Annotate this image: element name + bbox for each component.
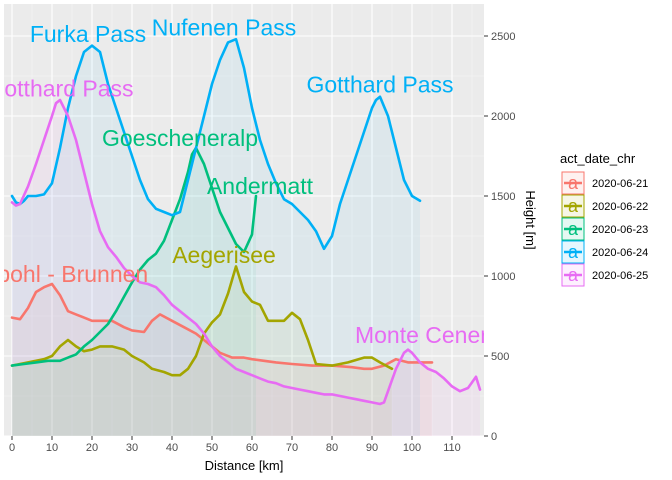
x-tick-label: 60 xyxy=(246,442,258,454)
x-tick-label: 40 xyxy=(166,442,178,454)
legend-key-glyph: a xyxy=(568,242,579,262)
legend-key-glyph: a xyxy=(568,196,579,216)
legend-label: 2020-06-25 xyxy=(592,270,648,282)
y-axis-title: Height [m] xyxy=(523,190,538,249)
annotation-gotthard-pass: Gotthard Pass xyxy=(0,75,134,101)
line-2020-06-23 xyxy=(10,146,258,367)
annotation-monte-ceneri: Monte Ceneri xyxy=(355,322,493,348)
area-2020-06-24 xyxy=(12,39,420,436)
x-tick-label: 70 xyxy=(286,442,298,454)
annotation-ingenbohl-brunnen: Ingenbohl - Brunnen xyxy=(0,261,148,287)
x-tick-label: 30 xyxy=(126,442,138,454)
legend-key-glyph: a xyxy=(568,265,579,285)
annotation-gotthard-pass: Gotthard Pass xyxy=(306,71,453,97)
series-lines xyxy=(10,37,482,406)
y-tick-label: 500 xyxy=(491,351,509,363)
legend-item: a 2020-06-25 xyxy=(561,263,648,287)
area-2020-06-22 xyxy=(12,266,392,436)
x-tick-label: 80 xyxy=(326,442,338,454)
annotation-andermatt: Andermatt xyxy=(207,173,314,199)
y-tick-label: 2500 xyxy=(491,31,515,43)
legend-key-glyph: a xyxy=(568,173,579,193)
line-2020-06-25 xyxy=(10,98,482,406)
legend-label: 2020-06-22 xyxy=(592,201,648,213)
y-axis: 0 500 1000 1500 2000 2500 xyxy=(484,31,515,443)
x-tick-label: 10 xyxy=(46,442,58,454)
minor-gridlines xyxy=(4,4,484,436)
legend-item: a 2020-06-23 xyxy=(561,217,648,241)
x-tick-label: 100 xyxy=(403,442,421,454)
annotation-aegerisee: Aegerisee xyxy=(172,242,276,268)
legend-item: a 2020-06-24 xyxy=(561,240,648,264)
x-tick-label: 50 xyxy=(206,442,218,454)
x-tick-label: 20 xyxy=(86,442,98,454)
legend-label: 2020-06-23 xyxy=(592,224,648,236)
legend-key-glyph: a xyxy=(568,219,579,239)
line-2020-06-22 xyxy=(10,265,394,377)
annotation-nufenen-pass: Nufenen Pass xyxy=(152,15,296,41)
legend-title: act_date_chr xyxy=(560,151,636,166)
y-tick-label: 0 xyxy=(491,431,497,443)
line-2020-06-24 xyxy=(10,37,422,251)
legend-label: 2020-06-21 xyxy=(592,178,648,190)
annotation-goescheneralp: Goescheneralp xyxy=(102,125,258,151)
legend: act_date_chr a 2020-06-21 a 2020-06-22 a 2020… xyxy=(560,151,648,287)
legend-item: a 2020-06-21 xyxy=(561,171,648,195)
x-tick-label: 0 xyxy=(9,442,15,454)
line-2020-06-21 xyxy=(10,282,434,371)
x-tick-label: 110 xyxy=(443,442,461,454)
legend-label: 2020-06-24 xyxy=(592,247,648,259)
area-2020-06-23 xyxy=(12,148,256,436)
legend-item: a 2020-06-22 xyxy=(561,194,648,218)
x-axis-title: Distance [km] xyxy=(205,458,284,473)
x-tick-label: 90 xyxy=(366,442,378,454)
y-tick-label: 2000 xyxy=(491,111,515,123)
annotation-furka-pass: Furka Pass xyxy=(30,21,146,47)
area-2020-06-21 xyxy=(12,284,432,436)
x-axis: 0 10 20 30 40 50 60 70 80 90 100 110 xyxy=(9,436,461,454)
location-annotations: Furka Pass Nufenen Pass Gotthard Pass Gotth… xyxy=(0,15,493,348)
y-tick-label: 1500 xyxy=(491,191,515,203)
y-tick-label: 1000 xyxy=(491,271,515,283)
